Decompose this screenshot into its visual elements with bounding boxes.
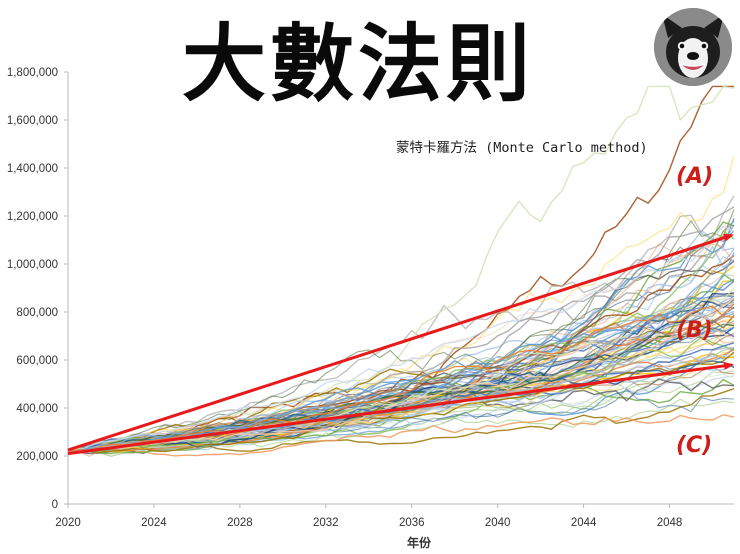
x-tick-label: 2020: [55, 517, 81, 529]
annotation-label: (A): [676, 164, 713, 189]
y-tick-label: 1,800,000: [7, 67, 58, 79]
chart-subtitle: 蒙特卡羅方法 (Monte Carlo method): [396, 140, 648, 156]
y-tick-label: 600,000: [16, 355, 58, 367]
y-tick-label: 0: [52, 499, 58, 511]
axes-layer: [64, 71, 734, 508]
simulation-path: [67, 398, 735, 453]
simulation-path: [67, 351, 735, 454]
annotation-label: (C): [676, 433, 712, 458]
avatar: [654, 8, 732, 86]
annotation-label: (B): [676, 318, 713, 343]
bulldog-icon: [654, 8, 732, 86]
simulation-path: [67, 305, 735, 452]
trend-arrows: [67, 233, 734, 456]
trend-arrow: [67, 233, 734, 452]
y-tick-label: 1,600,000: [7, 115, 58, 127]
x-tick-label: 2044: [571, 517, 597, 529]
x-tick-label: 2040: [485, 517, 511, 529]
x-tick-label: 2048: [657, 517, 683, 529]
x-tick-label: 2032: [313, 517, 339, 529]
page-title: 大數法則: [182, 14, 535, 113]
simulation-path: [67, 414, 735, 457]
y-tick-label: 400,000: [16, 403, 58, 415]
trend-arrow: [67, 361, 734, 456]
simulation-path: [67, 287, 735, 452]
y-tick-label: 1,000,000: [7, 259, 58, 271]
simulation-path: [67, 314, 735, 452]
simulation-path: [67, 206, 735, 452]
tick-labels: 0 200,000 400,000 600,000 800,000 1,000,000 1,…: [7, 67, 683, 550]
y-tick-label: 200,000: [16, 451, 58, 463]
x-tick-label: 2028: [227, 517, 253, 529]
simulation-path: [67, 229, 735, 452]
y-tick-label: 1,200,000: [7, 211, 58, 223]
y-tick-label: 800,000: [16, 307, 58, 319]
x-tick-label: 2036: [399, 517, 425, 529]
annotations: (A) (B) (C): [676, 164, 713, 458]
y-tick-label: 1,400,000: [7, 163, 58, 175]
simulation-path: [67, 209, 735, 452]
simulation-path: [67, 225, 735, 452]
x-tick-label: 2024: [141, 517, 167, 529]
x-axis-title: 年份: [407, 535, 432, 550]
simulation-path: [67, 255, 735, 452]
